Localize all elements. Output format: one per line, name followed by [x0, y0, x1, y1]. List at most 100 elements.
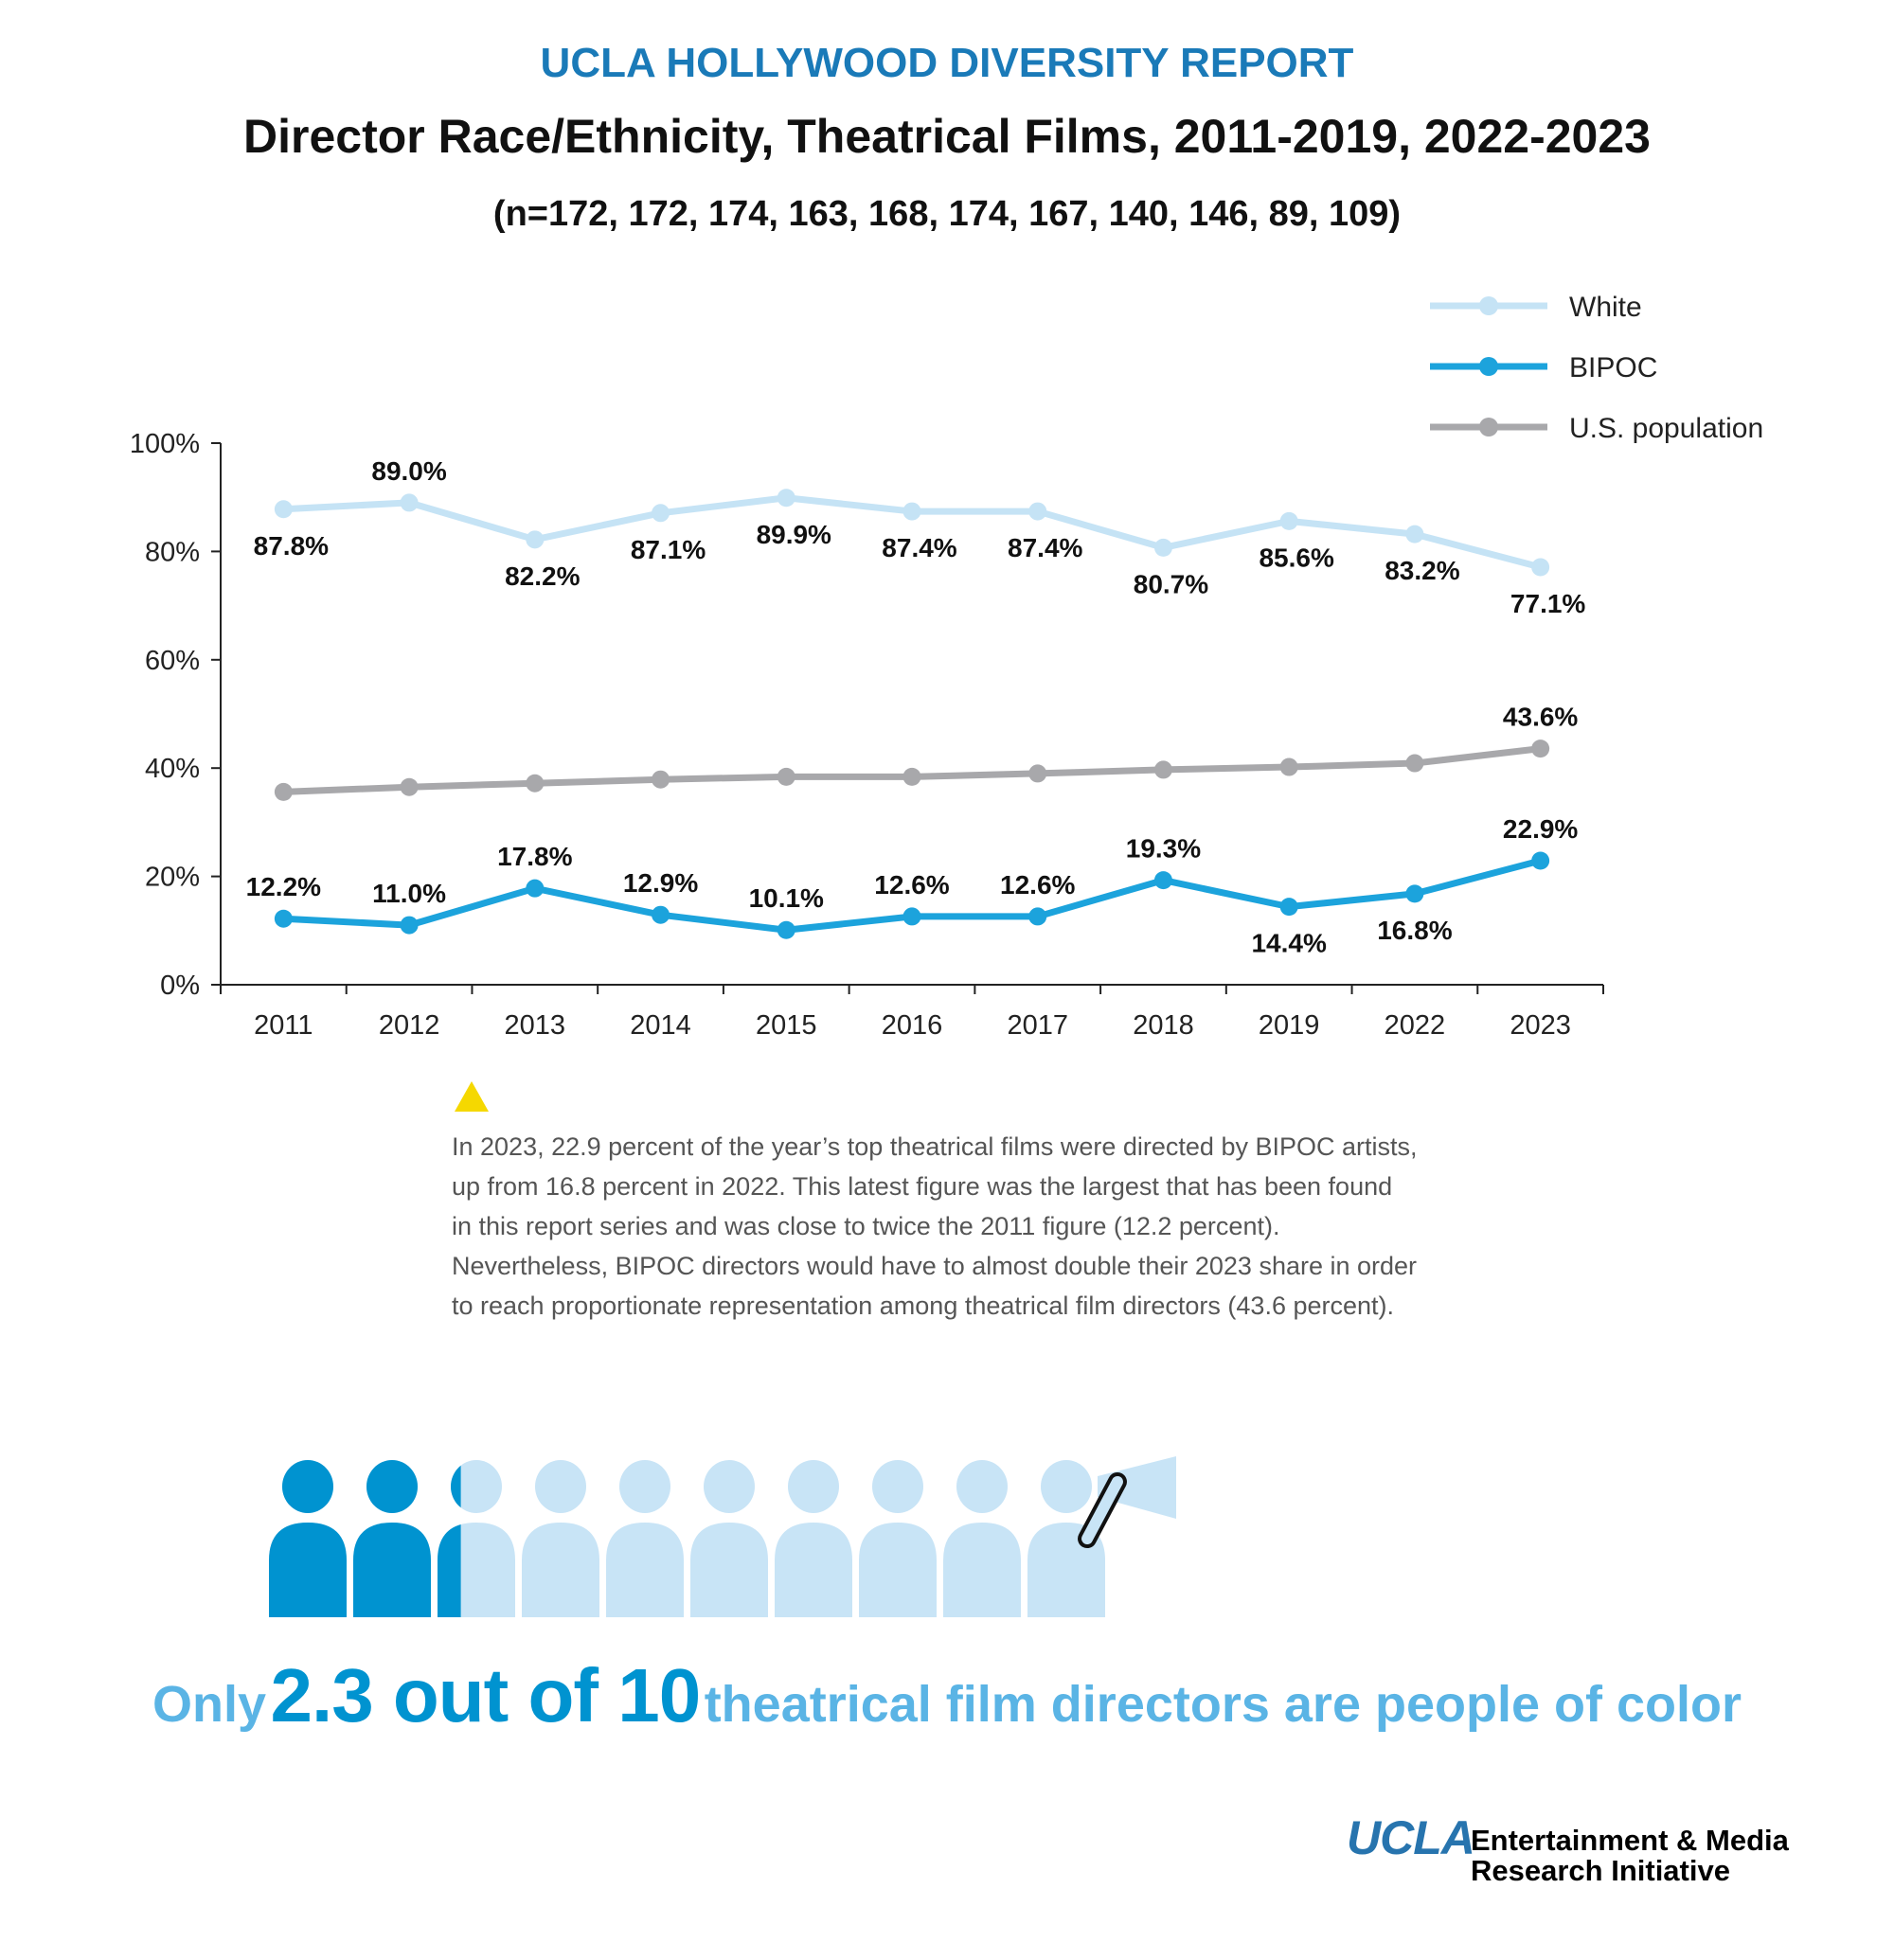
- data-label: 83.2%: [1385, 556, 1459, 585]
- person-body: [269, 1523, 347, 1617]
- x-tick-label: 2014: [630, 1010, 691, 1041]
- data-point: [1028, 502, 1047, 521]
- ucla-logo: UCLA: [1347, 1811, 1475, 1864]
- megaphone-cone: [1098, 1456, 1176, 1519]
- person-body: [606, 1523, 684, 1617]
- person-head: [451, 1465, 461, 1508]
- y-tick-label: 60%: [145, 646, 200, 676]
- x-tick-label: 2012: [379, 1010, 440, 1041]
- data-point: [777, 767, 795, 786]
- x-tick-label: 2017: [1007, 1010, 1068, 1041]
- person-body: [522, 1523, 599, 1617]
- data-point: [652, 770, 670, 789]
- data-point: [274, 782, 293, 801]
- data-label: 14.4%: [1251, 929, 1326, 958]
- x-tick-label: 2011: [254, 1010, 313, 1041]
- person-body: [438, 1524, 461, 1617]
- data-label: 77.1%: [1510, 589, 1585, 618]
- person-head: [535, 1460, 586, 1513]
- data-label: 87.1%: [631, 535, 706, 564]
- data-point: [1153, 760, 1172, 779]
- data-point: [1279, 757, 1298, 776]
- person-body: [690, 1523, 768, 1617]
- data-label: 22.9%: [1503, 814, 1578, 844]
- x-tick-label: 2022: [1385, 1010, 1446, 1041]
- y-tick-label: 20%: [145, 863, 200, 893]
- data-point: [274, 909, 293, 928]
- data-point: [1531, 558, 1550, 577]
- data-point: [1405, 754, 1424, 773]
- data-label: 12.2%: [246, 872, 321, 901]
- data-point: [526, 879, 545, 898]
- person-icon: [606, 1460, 684, 1617]
- data-label: 89.9%: [757, 520, 831, 549]
- person-head: [872, 1460, 923, 1513]
- person-body: [353, 1523, 431, 1617]
- x-tick-label: 2018: [1133, 1010, 1194, 1041]
- data-point: [902, 767, 921, 786]
- line-chart: 0% 20% 40% 60% 80% 100% 2011 2012 2013 2014 2015 20…: [130, 292, 1763, 1041]
- person-head: [1041, 1460, 1092, 1513]
- person-icon: [269, 1460, 347, 1617]
- note-text: In 2023, 22.9 percent of the year’s top …: [452, 1132, 1418, 1320]
- person-icon: [522, 1460, 599, 1617]
- person-body: [775, 1523, 852, 1617]
- data-point: [1028, 907, 1047, 926]
- person-icon: [438, 1460, 515, 1617]
- x-tick-label: 2016: [882, 1010, 943, 1041]
- data-point: [1531, 851, 1550, 870]
- data-point: [902, 907, 921, 926]
- y-tick-label: 0%: [160, 971, 200, 1001]
- x-tick-label: 2023: [1510, 1010, 1571, 1041]
- data-point: [1028, 764, 1047, 783]
- data-point: [1153, 871, 1172, 890]
- x-tick-label: 2013: [505, 1010, 566, 1041]
- data-point: [274, 500, 293, 519]
- person-icon: [690, 1460, 768, 1617]
- data-point: [400, 777, 419, 796]
- person-icon: [859, 1460, 937, 1617]
- x-tick-label: 2015: [756, 1010, 817, 1041]
- data-point: [1405, 884, 1424, 903]
- data-label: 80.7%: [1134, 569, 1208, 598]
- headline: Only 2.3 out of 10 theatrical film direc…: [0, 1652, 1894, 1739]
- chart-title: Director Race/Ethnicity, Theatrical Film…: [243, 110, 1651, 163]
- person-head: [619, 1460, 670, 1513]
- data-point: [1279, 511, 1298, 530]
- data-point: [1531, 739, 1550, 758]
- y-tick-label: 80%: [145, 537, 200, 567]
- data-label: 87.4%: [1008, 533, 1082, 562]
- data-point: [902, 502, 921, 521]
- person-body: [859, 1523, 937, 1617]
- data-label: 82.2%: [505, 561, 580, 591]
- data-point: [777, 920, 795, 939]
- legend-marker: [1479, 418, 1498, 437]
- data-label: 43.6%: [1503, 703, 1578, 732]
- yellow-triangle-icon: [455, 1081, 489, 1112]
- data-point: [652, 504, 670, 523]
- person-icon: [943, 1460, 1021, 1617]
- data-point: [1279, 898, 1298, 917]
- person-icon: [775, 1460, 852, 1617]
- megaphone-handle: [1078, 1471, 1127, 1549]
- logo-line-1: Entertainment & Media: [1471, 1824, 1789, 1857]
- legend-marker: [1479, 296, 1498, 315]
- y-tick-label: 40%: [145, 754, 200, 784]
- data-label: 10.1%: [749, 883, 824, 913]
- person-icon: [353, 1460, 431, 1617]
- legend-label: U.S. population: [1569, 413, 1763, 444]
- data-point: [400, 916, 419, 935]
- headline-only: Only: [152, 1676, 267, 1733]
- data-label: 11.0%: [372, 879, 446, 908]
- data-point: [777, 489, 795, 508]
- headline-rest: theatrical film directors are people of …: [704, 1676, 1742, 1733]
- data-point: [1405, 525, 1424, 543]
- data-label: 19.3%: [1126, 834, 1201, 864]
- data-point: [652, 905, 670, 924]
- data-point: [1153, 538, 1172, 557]
- headline-stat: 2.3 out of 10: [270, 1653, 701, 1737]
- data-label: 87.8%: [254, 531, 329, 561]
- x-tick-label: 2019: [1259, 1010, 1320, 1041]
- data-label: 87.4%: [882, 533, 956, 562]
- legend-label: BIPOC: [1569, 352, 1657, 383]
